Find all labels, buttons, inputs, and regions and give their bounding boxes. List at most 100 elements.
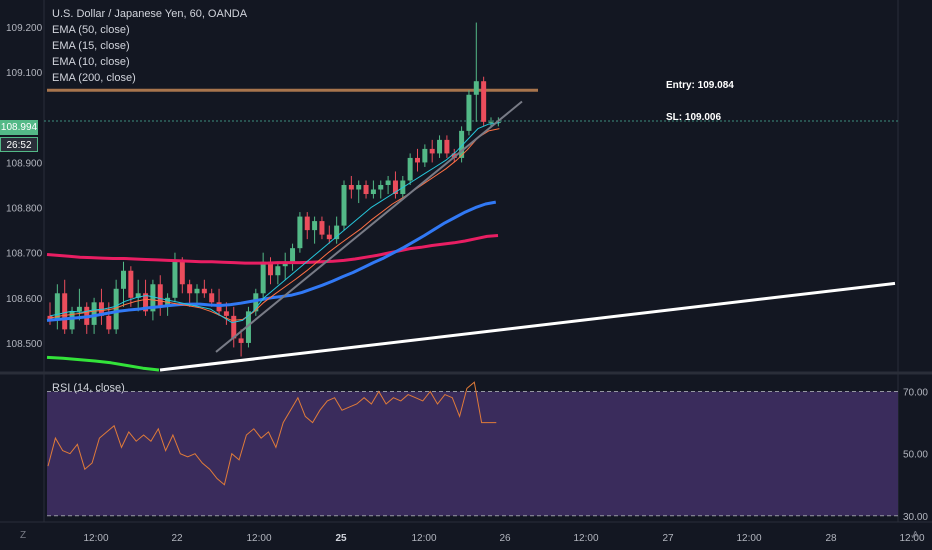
price-tick-label: 108.600 xyxy=(6,294,43,305)
price-tick-label: 108.900 xyxy=(6,158,43,169)
ema200-line xyxy=(46,234,499,265)
bar-countdown-tag: 26:52 xyxy=(0,137,38,152)
time-tick-label: 12:00 xyxy=(573,533,598,544)
candle-body xyxy=(275,266,281,276)
candle-body xyxy=(253,293,259,312)
timezone-corner[interactable]: Z xyxy=(20,530,27,541)
candle-body xyxy=(341,185,347,226)
candle-body xyxy=(62,293,68,330)
candle-body xyxy=(91,302,97,325)
candle-body xyxy=(415,157,420,163)
entry-annotation: Entry: 109.084 xyxy=(666,80,734,91)
ema50-legend: EMA (50, close) xyxy=(52,24,130,36)
candle-body xyxy=(157,284,163,307)
candle-body xyxy=(392,180,398,195)
candle-body xyxy=(121,270,126,289)
candle-body xyxy=(69,311,75,330)
time-tick-label: 25 xyxy=(335,533,347,544)
candle-body xyxy=(473,81,479,95)
price-tick-label: 108.800 xyxy=(6,204,43,215)
ema15-legend: EMA (15, close) xyxy=(52,40,130,52)
candle-body xyxy=(466,94,472,131)
candle-body xyxy=(223,311,229,316)
candle-body xyxy=(304,216,310,231)
candle-body xyxy=(194,288,200,294)
candle-body xyxy=(150,284,156,312)
candle-body xyxy=(378,185,384,190)
candle-body xyxy=(268,261,273,276)
candle-body xyxy=(312,221,318,231)
ema15-line xyxy=(49,128,500,321)
grey-trendline xyxy=(215,100,523,353)
time-tick-label: 27 xyxy=(662,533,674,544)
candle-body xyxy=(334,225,340,240)
rsi-tick-label: 70.00 xyxy=(903,388,928,399)
candle-body xyxy=(326,234,332,240)
ema-green-line xyxy=(46,355,160,372)
candle-body xyxy=(260,261,266,294)
white-trendline xyxy=(159,281,896,372)
rsi-band xyxy=(47,391,898,516)
candle-body xyxy=(135,293,141,298)
candle-body xyxy=(356,185,362,190)
candle-body xyxy=(429,148,435,154)
candle-body xyxy=(179,261,185,285)
time-tick-label: 12:00 xyxy=(246,533,271,544)
price-tick-label: 108.500 xyxy=(6,339,43,350)
candle-body xyxy=(106,315,112,330)
ema50-line xyxy=(46,200,497,322)
candle-body xyxy=(290,248,296,262)
rsi-tick-label: 50.00 xyxy=(903,450,928,461)
candle-body xyxy=(422,148,428,163)
candle-body xyxy=(348,185,354,190)
auto-scale-corner[interactable]: A xyxy=(912,530,919,541)
time-tick-label: 12:00 xyxy=(411,533,436,544)
rsi-line xyxy=(47,381,497,486)
candle-body xyxy=(238,338,244,343)
candle-body xyxy=(76,306,82,312)
candle-body xyxy=(481,81,487,122)
rsi-tick-label: 30.00 xyxy=(903,512,928,523)
candle-body xyxy=(319,221,325,235)
candle-body xyxy=(363,185,369,195)
candle-body xyxy=(54,293,60,321)
time-tick-label: 28 xyxy=(825,533,837,544)
candle-body xyxy=(128,270,134,298)
candle-body xyxy=(488,121,494,123)
candle-body xyxy=(47,315,53,321)
sl-annotation: SL: 109.006 xyxy=(666,112,722,123)
ema10-legend: EMA (10, close) xyxy=(52,56,130,68)
time-tick-label: 26 xyxy=(499,533,511,544)
chart-legend: U.S. Dollar / Japanese Yen, 60, OANDA EM… xyxy=(52,6,247,86)
time-tick-label: 12:00 xyxy=(899,533,924,544)
candle-body xyxy=(245,311,251,343)
price-tick-label: 109.100 xyxy=(6,68,43,79)
candle-body xyxy=(113,288,119,330)
candle-body xyxy=(437,139,443,154)
candle-body xyxy=(370,189,376,195)
candle-body xyxy=(172,261,178,298)
ema200-legend: EMA (200, close) xyxy=(52,72,136,84)
candle-body xyxy=(451,153,457,158)
candle-body xyxy=(495,121,501,123)
candle-body xyxy=(231,315,237,339)
candle-body xyxy=(143,293,149,312)
time-tick-label: 12:00 xyxy=(83,533,108,544)
candle-body xyxy=(187,284,193,294)
price-tick-label: 109.200 xyxy=(6,23,43,34)
symbol-title: U.S. Dollar / Japanese Yen, 60, OANDA xyxy=(52,8,248,20)
ema10-line xyxy=(49,122,500,324)
candle-body xyxy=(459,130,465,158)
candle-body xyxy=(297,216,303,249)
current-price-tag: 108.994 xyxy=(0,120,38,135)
candle-body xyxy=(209,293,215,303)
candle-body xyxy=(385,180,391,185)
time-tick-label: 12:00 xyxy=(736,533,761,544)
candle-body xyxy=(407,157,413,181)
rsi-title: RSI (14, close) xyxy=(52,382,125,394)
candle-body xyxy=(201,288,207,294)
time-tick-label: 22 xyxy=(171,533,183,544)
price-tick-label: 108.700 xyxy=(6,249,43,260)
candle-body xyxy=(444,139,450,154)
